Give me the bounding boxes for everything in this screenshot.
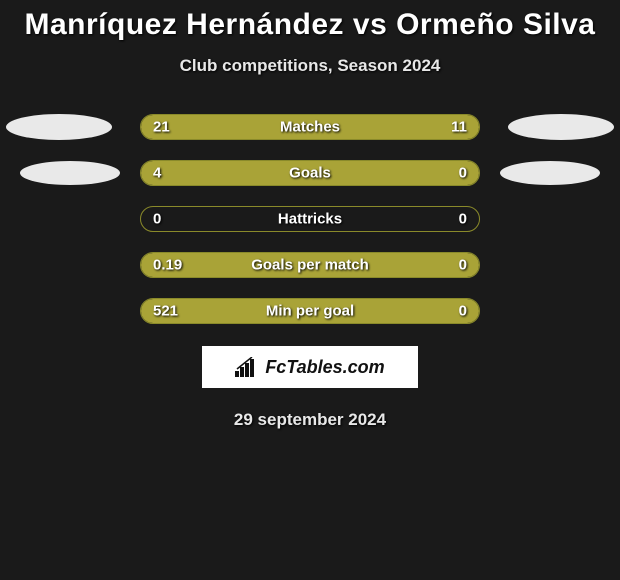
- stat-track: 4 0 Goals: [140, 160, 480, 186]
- stat-row: 21 11 Matches: [0, 114, 620, 140]
- brand-chart-icon: [235, 357, 259, 377]
- stat-fill-right: [401, 161, 479, 185]
- stat-right-value: 0: [459, 165, 467, 182]
- comparison-infographic: Manríquez Hernández vs Ormeño Silva Club…: [0, 0, 620, 430]
- stat-left-value: 521: [153, 303, 178, 320]
- player-marker-left: [6, 114, 112, 140]
- stat-label: Matches: [280, 119, 340, 136]
- stat-fill-left: [141, 161, 401, 185]
- stat-left-value: 4: [153, 165, 161, 182]
- stat-row: 4 0 Goals: [0, 160, 620, 186]
- stat-label: Goals: [289, 165, 331, 182]
- stat-left-value: 21: [153, 119, 170, 136]
- date-label: 29 september 2024: [234, 410, 386, 430]
- stat-label: Hattricks: [278, 211, 342, 228]
- player-marker-left: [20, 161, 120, 185]
- stat-left-value: 0.19: [153, 257, 182, 274]
- player-marker-right: [508, 114, 614, 140]
- stat-right-value: 11: [451, 119, 467, 136]
- stat-label: Min per goal: [266, 303, 354, 320]
- stat-track: 21 11 Matches: [140, 114, 480, 140]
- brand-label: FcTables.com: [265, 357, 384, 378]
- stat-row: 0 0 Hattricks: [0, 206, 620, 232]
- stat-track: 0.19 0 Goals per match: [140, 252, 480, 278]
- stat-row: 521 0 Min per goal: [0, 298, 620, 324]
- page-title: Manríquez Hernández vs Ormeño Silva: [25, 8, 596, 42]
- stat-row: 0.19 0 Goals per match: [0, 252, 620, 278]
- stat-label: Goals per match: [251, 257, 369, 274]
- stat-right-value: 0: [459, 257, 467, 274]
- brand-badge[interactable]: FcTables.com: [202, 346, 418, 388]
- stats-list: 21 11 Matches 4 0 Goals 0 0 Hattricks 0.19 0 Goals …: [0, 114, 620, 324]
- stat-track: 521 0 Min per goal: [140, 298, 480, 324]
- stat-track: 0 0 Hattricks: [140, 206, 480, 232]
- stat-right-value: 0: [459, 211, 467, 228]
- page-subtitle: Club competitions, Season 2024: [180, 56, 441, 76]
- player-marker-right: [500, 161, 600, 185]
- stat-right-value: 0: [459, 303, 467, 320]
- stat-left-value: 0: [153, 211, 161, 228]
